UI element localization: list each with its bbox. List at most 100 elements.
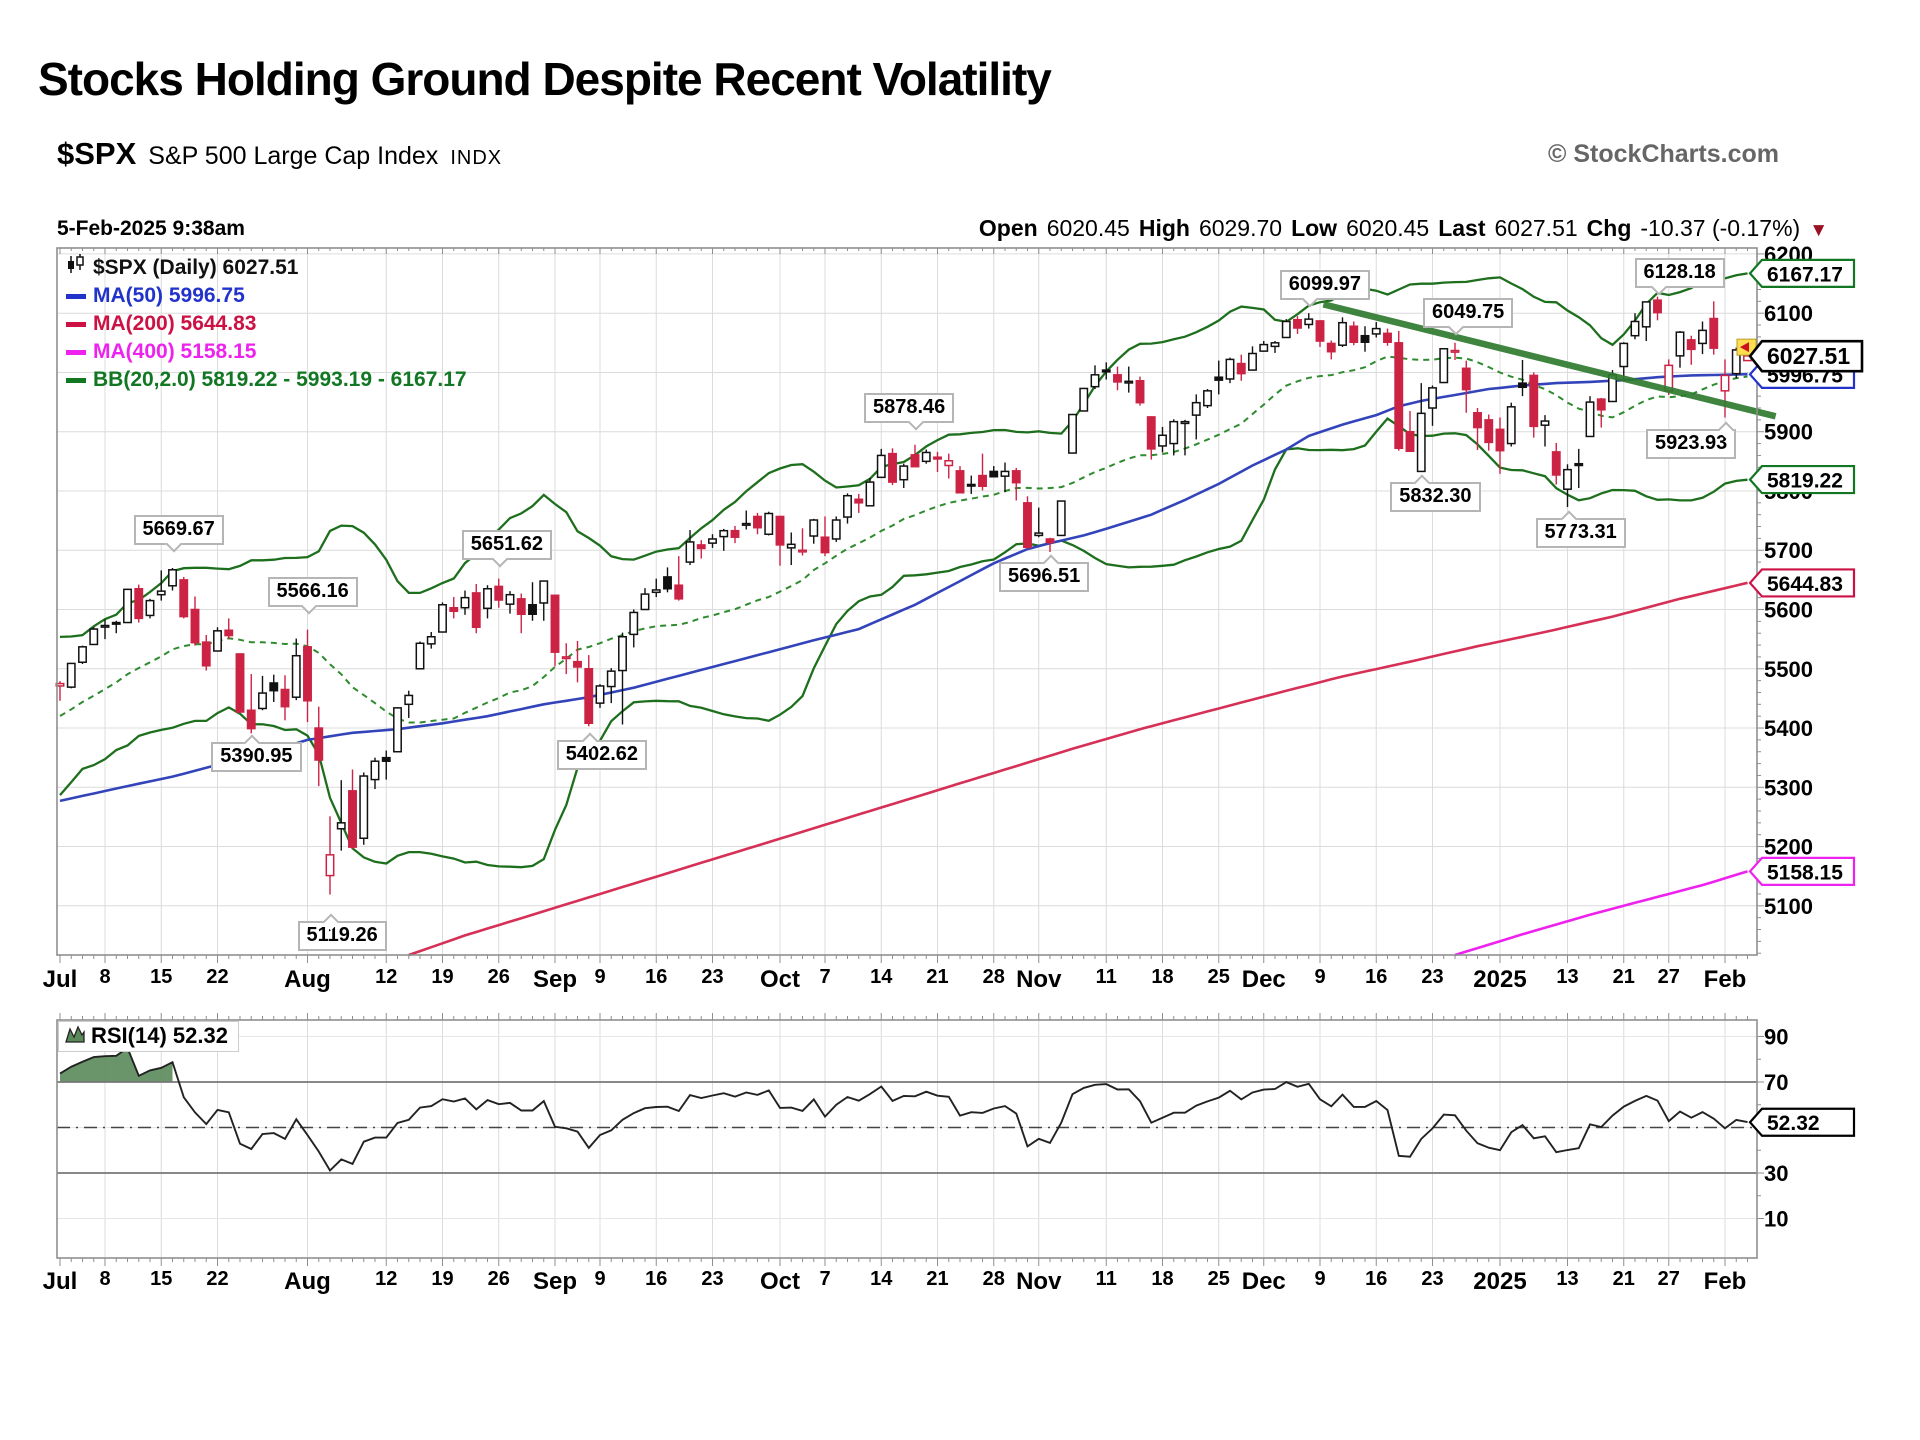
candle-body: [291, 654, 301, 698]
candle-body: [1596, 398, 1606, 411]
candle-body: [303, 646, 312, 702]
candle-body: [1214, 376, 1224, 381]
candle-body: [820, 536, 830, 554]
ma50-line: [59, 372, 1748, 803]
candle-body: [944, 460, 954, 467]
candle-body: [786, 543, 796, 549]
candle-body: [1135, 379, 1145, 404]
candle-body: [876, 454, 886, 479]
trendline: [1322, 301, 1777, 420]
ticker-name: S&P 500 Large Cap Index: [148, 142, 439, 170]
high-label: High: [1138, 215, 1190, 241]
candle-body: [314, 727, 324, 761]
candle-body: [1146, 416, 1156, 450]
candle-body: [269, 682, 279, 692]
rsi-axis-label: 70: [1764, 1070, 1788, 1095]
candle-body: [1416, 412, 1426, 473]
candle-body: [978, 474, 987, 487]
last-value: 6027.51: [1494, 215, 1578, 241]
chart-header: $SPX S&P 500 Large Cap Index INDX: [57, 136, 502, 172]
candle-body: [471, 592, 481, 629]
axis-tag-6027.51: [1748, 339, 1864, 373]
ticker-symbol: $SPX: [57, 136, 137, 171]
candle-body: [516, 598, 526, 615]
candle-body: [1023, 502, 1032, 549]
ma50-swatch: [66, 293, 86, 299]
ma200-swatch: [66, 321, 86, 327]
candle-body: [1709, 317, 1719, 349]
chart-legend: $SPX (Daily) 6027.51 MA(50) 5996.75 MA(2…: [66, 254, 467, 394]
rsi-value-tag-text: 52.32: [1767, 1112, 1820, 1135]
candle-body: [1461, 367, 1471, 391]
ma400-line: [1454, 870, 1748, 957]
candle-body: [1641, 301, 1651, 328]
candle-body: [1169, 420, 1179, 445]
candle-body: [66, 662, 76, 688]
candle-body: [1248, 352, 1257, 371]
candle-body: [1439, 347, 1449, 384]
candle-body: [1338, 321, 1347, 346]
candle-body: [179, 579, 189, 618]
candle-body: [561, 656, 571, 660]
price-axis-label: 6100: [1764, 301, 1813, 326]
candle-body: [1371, 327, 1381, 335]
candle-body: [494, 585, 504, 601]
candle-body: [1698, 329, 1707, 345]
price-axis-label: 5900: [1764, 420, 1813, 445]
candle-body: [1236, 362, 1246, 375]
candle-body: [933, 456, 942, 460]
candle-body: [1326, 342, 1336, 353]
candle-body: [123, 588, 132, 624]
candle-body: [1653, 299, 1662, 314]
candle-body: [1225, 358, 1235, 380]
candle-body: [100, 624, 110, 628]
candle-body: [651, 589, 661, 594]
legend-ma50: MA(50) 5996.75: [93, 284, 245, 307]
candle-body: [753, 515, 762, 529]
page-title: Stocks Holding Ground Despite Recent Vol…: [38, 53, 1052, 105]
candle-body: [899, 465, 909, 481]
chart-datetime: 5-Feb-2025 9:38am: [57, 217, 245, 240]
candle-body: [539, 580, 549, 604]
candle-body: [910, 454, 920, 468]
candle-body: [438, 604, 447, 633]
candle-body: [764, 512, 774, 535]
candle-body: [111, 621, 121, 625]
candle-body: [843, 494, 852, 518]
candle-body: [663, 576, 672, 590]
open-value: 6020.45: [1046, 215, 1130, 241]
candle-body: [1506, 406, 1516, 445]
last-label: Last: [1438, 215, 1486, 241]
price-panel-frame: [56, 247, 1758, 956]
candle-body: [1360, 334, 1370, 343]
candle-body: [1281, 320, 1291, 339]
high-value: 6029.70: [1198, 215, 1283, 241]
candle-body: [528, 604, 537, 615]
axis-tag-5819.22: [1748, 464, 1856, 495]
candle-body: [696, 544, 706, 550]
candle-body: [966, 483, 976, 487]
chg-value: -10.37 (-0.17%): [1640, 215, 1801, 241]
axis-tag-5644.83-text: 5644.83: [1767, 573, 1843, 596]
candle-body: [1450, 349, 1460, 353]
candle-body: [1000, 470, 1010, 477]
candle-body: [1349, 325, 1359, 343]
candle-body: [89, 628, 99, 646]
candle-body: [708, 538, 717, 544]
candle-body: [809, 519, 819, 537]
candle-body: [426, 636, 436, 645]
candle-body: [1405, 430, 1415, 453]
candle-body: [1518, 382, 1527, 389]
axis-tag-5158.15: [1748, 856, 1856, 886]
candle-body: [1180, 420, 1190, 425]
candle-body: [1304, 318, 1314, 326]
candle-body: [1540, 420, 1550, 426]
candle-body: [888, 452, 897, 483]
candle-body: [573, 660, 582, 668]
quote-strip: Open 6020.45 High 6029.70 Low 6020.45 La…: [979, 215, 1828, 242]
axis-tag-5158.15-text: 5158.15: [1767, 861, 1843, 884]
rsi-axis-label: 30: [1764, 1161, 1788, 1186]
candle-body: [584, 668, 594, 725]
candle-body: [1574, 462, 1584, 467]
candle-body: [1068, 413, 1077, 454]
